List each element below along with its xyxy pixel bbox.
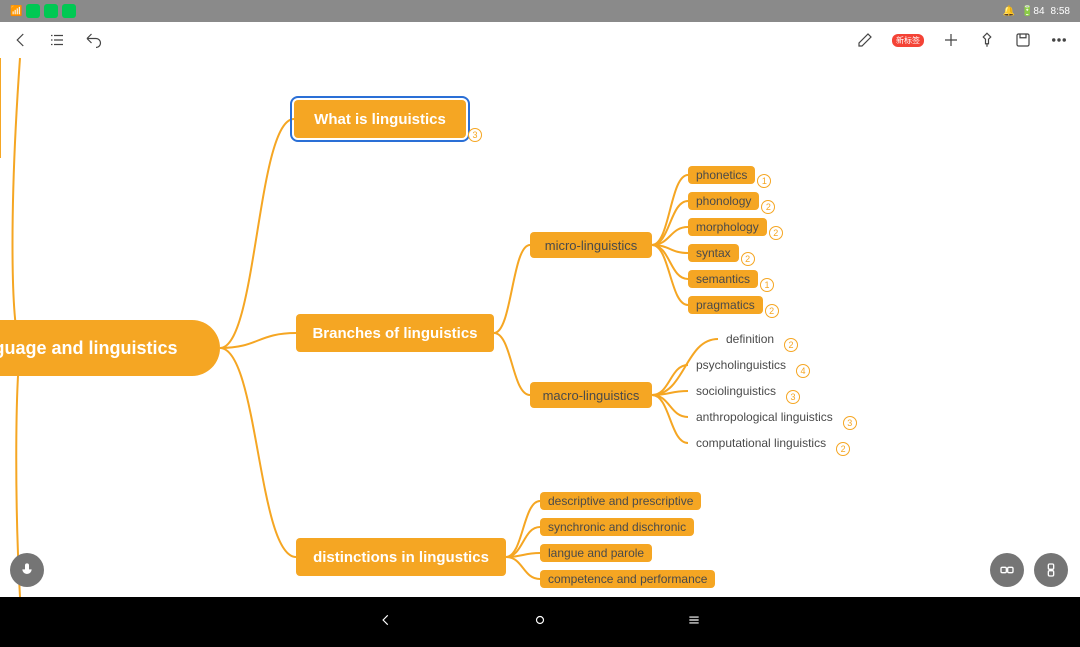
node-branches[interactable]: Branches of linguistics <box>296 314 494 352</box>
app-toolbar: 新标签 <box>0 22 1080 58</box>
node-phonetics[interactable]: phonetics <box>688 166 755 184</box>
node-morphology[interactable]: morphology <box>688 218 767 236</box>
count-badge-what: 3 <box>468 128 482 142</box>
app-chip-2 <box>44 4 58 18</box>
nav-recent-icon[interactable] <box>687 613 701 632</box>
back-icon[interactable] <box>12 31 30 49</box>
list-icon[interactable] <box>48 31 66 49</box>
nav-home-icon[interactable] <box>533 613 547 632</box>
node-pragmatics[interactable]: pragmatics <box>688 296 763 314</box>
node-distinctions[interactable]: distinctions in lingustics <box>296 538 506 576</box>
status-bar: 📶 🔔 🔋84 8:58 <box>0 0 1080 22</box>
node-compu[interactable]: computational linguistics <box>688 434 834 452</box>
more-icon[interactable] <box>1050 31 1068 49</box>
count-badge-phonology: 2 <box>761 200 775 214</box>
count-badge-compu: 2 <box>836 442 850 456</box>
count-badge-syntax: 2 <box>741 252 755 266</box>
node-langue[interactable]: langue and parole <box>540 544 652 562</box>
mindmap-canvas[interactable]: nguage and linguistics What is linguistic… <box>0 58 1080 597</box>
clock-text: 8:58 <box>1051 6 1070 17</box>
count-badge-morphology: 2 <box>769 226 783 240</box>
node-phonology[interactable]: phonology <box>688 192 759 210</box>
android-nav-bar <box>0 597 1080 647</box>
node-syntax[interactable]: syntax <box>688 244 739 262</box>
new-tab-badge: 新标签 <box>892 34 924 47</box>
count-badge-definition: 2 <box>784 338 798 352</box>
save-icon[interactable] <box>1014 31 1032 49</box>
pencil-icon[interactable] <box>856 31 874 49</box>
plus-icon[interactable] <box>942 31 960 49</box>
count-badge-phonetics: 1 <box>757 174 771 188</box>
node-semantics[interactable]: semantics <box>688 270 758 288</box>
pin-icon[interactable] <box>978 31 996 49</box>
map-zoom-out-button[interactable] <box>990 553 1024 587</box>
app-chip-3 <box>62 4 76 18</box>
bell-icon: 🔔 <box>1003 6 1015 17</box>
undo-icon[interactable] <box>84 31 102 49</box>
battery-icon: 🔋84 <box>1021 6 1045 17</box>
node-what[interactable]: What is linguistics <box>294 100 466 138</box>
count-badge-anthro: 3 <box>843 416 857 430</box>
count-badge-socio: 3 <box>786 390 800 404</box>
count-badge-pragmatics: 2 <box>765 304 779 318</box>
nav-back-icon[interactable] <box>379 613 393 632</box>
node-comp[interactable]: competence and performance <box>540 570 715 588</box>
node-socio[interactable]: sociolinguistics <box>688 382 784 400</box>
node-definition[interactable]: definition <box>718 330 782 348</box>
node-micro[interactable]: micro-linguistics <box>530 232 652 258</box>
map-zoom-in-button[interactable] <box>1034 553 1068 587</box>
app-chip-1 <box>26 4 40 18</box>
count-badge-psycho: 4 <box>796 364 810 378</box>
wifi-icon: 📶 <box>10 6 22 17</box>
node-sync[interactable]: synchronic and dischronic <box>540 518 694 536</box>
node-anthro[interactable]: anthropological linguistics <box>688 408 841 426</box>
count-badge-semantics: 1 <box>760 278 774 292</box>
node-macro[interactable]: macro-linguistics <box>530 382 652 408</box>
node-psycho[interactable]: psycholinguistics <box>688 356 794 374</box>
node-desc[interactable]: descriptive and prescriptive <box>540 492 701 510</box>
root-node[interactable]: nguage and linguistics <box>0 320 220 376</box>
mic-button[interactable] <box>10 553 44 587</box>
